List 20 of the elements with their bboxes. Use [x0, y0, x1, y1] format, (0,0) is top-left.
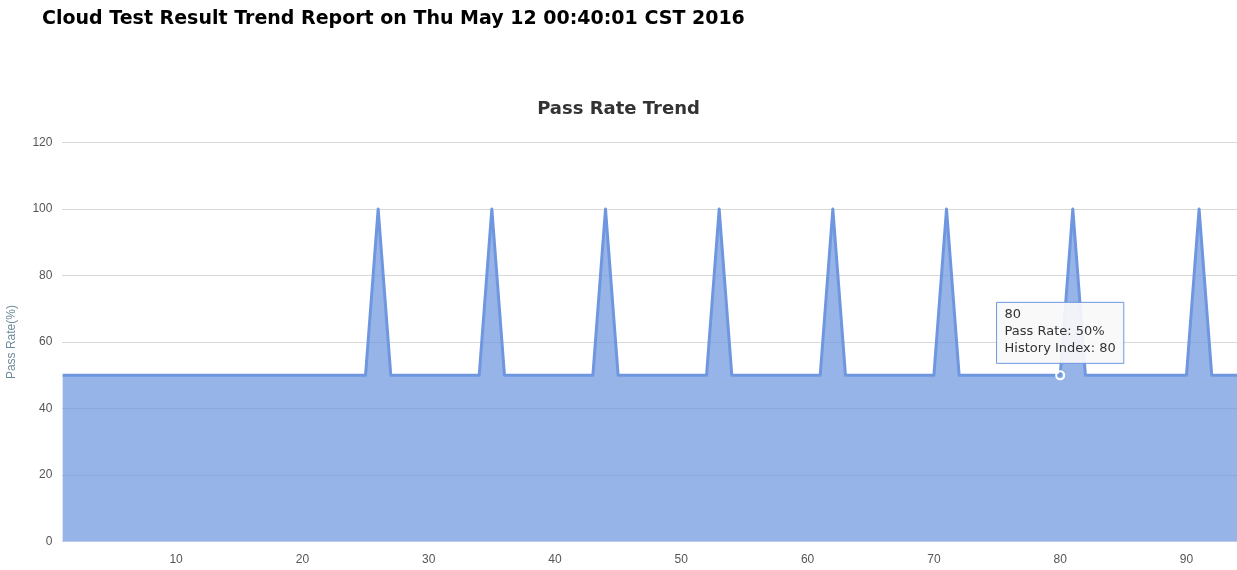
x-tick-label: 10	[169, 552, 184, 567]
x-tick-label: 80	[1053, 552, 1068, 567]
x-tick-label: 30	[422, 552, 436, 567]
y-tick-label: 20	[39, 467, 53, 482]
chart-subtitle: Pass Rate Trend	[537, 97, 700, 119]
x-tick-label: 20	[295, 552, 310, 567]
x-tick-label: 70	[927, 552, 941, 567]
x-tick-label: 40	[548, 552, 562, 567]
x-tick-label: 90	[1179, 552, 1194, 567]
chart-title: Cloud Test Result Trend Report on Thu May 12 00:40:01 CST 2016	[42, 6, 745, 28]
annotation: 80 Pass Rate: 50% History Index: 80	[1004, 306, 1116, 356]
x-tick-label: 60	[800, 552, 815, 567]
y-axis-title: Pass Rate(%)	[3, 305, 18, 380]
y-tick-label: 120	[32, 134, 53, 149]
y-tick-label: 0	[45, 533, 53, 548]
x-tick-label: 50	[674, 552, 689, 567]
y-tick-label: 80	[39, 267, 53, 282]
y-tick-label: 40	[39, 400, 53, 415]
y-tick-label: 100	[32, 201, 53, 216]
y-tick-label: 60	[39, 334, 53, 349]
